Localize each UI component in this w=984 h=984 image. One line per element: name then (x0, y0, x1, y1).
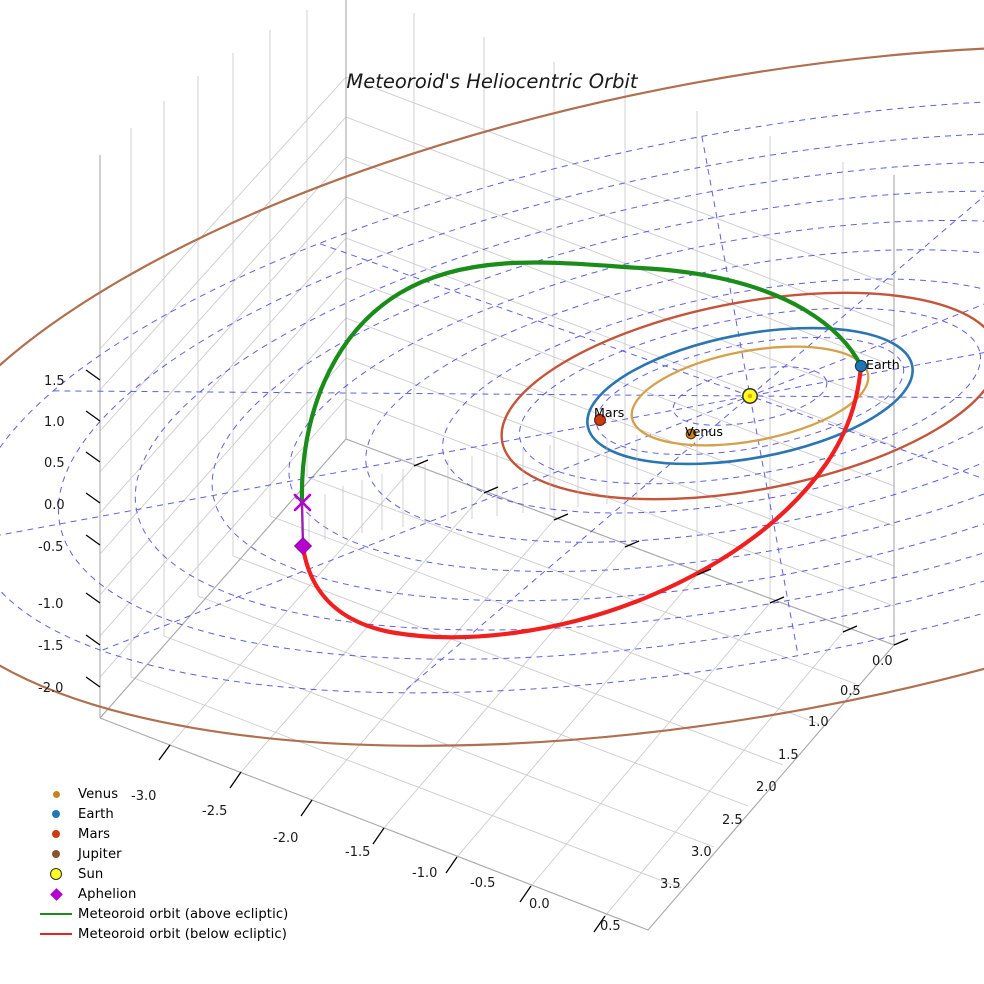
orbit-venus (630, 345, 870, 447)
venus-marker (685, 428, 697, 440)
earth-marker (854, 359, 868, 373)
orbit-mars (500, 291, 984, 501)
legend-label-earth: Earth (78, 806, 114, 822)
z-axis-ticks (85, 369, 101, 688)
legend-item-orbit-below: Meteoroid orbit (below ecliptic) (34, 924, 334, 944)
z-tick-label: 0.0 (44, 498, 65, 513)
x-axis-ticks (158, 744, 606, 933)
aphelion-diamond-icon (34, 887, 78, 901)
axis-ticks (85, 369, 909, 933)
y-tick-label: 1.5 (778, 748, 799, 763)
x-tick-label: -1.0 (412, 866, 438, 881)
aphelion-projection-x-icon (293, 493, 312, 512)
y-tick-label: 0.0 (872, 654, 893, 669)
y-tick-label: 2.0 (756, 780, 777, 795)
sun-dot-icon (34, 868, 78, 880)
x-tick-label: 0.0 (529, 897, 550, 912)
meteoroid-orbit-below-ecliptic (300, 363, 864, 640)
sun-marker (742, 388, 758, 404)
legend-item-venus: Venus (34, 784, 334, 804)
orbit-earth (586, 326, 914, 466)
legend-item-earth: Earth (34, 804, 334, 824)
right-pane-horizontals (345, 76, 895, 646)
x-tick-label: -3.0 (131, 789, 157, 804)
mars-label: Mars (594, 405, 625, 420)
earth-dot-icon (34, 810, 78, 818)
z-tick-label: -1.5 (38, 639, 64, 654)
mars-dot-icon (34, 830, 78, 838)
left-pane-horizontals (99, 76, 347, 719)
ecliptic-polar-grid (0, 98, 984, 694)
legend-label-sun: Sun (78, 866, 104, 882)
legend-label-aphelion: Aphelion (78, 886, 137, 902)
venus-label: Venus (685, 424, 723, 439)
jupiter-dot-icon (34, 850, 78, 858)
mars-marker (594, 414, 606, 426)
legend-label-orbit-below: Meteoroid orbit (below ecliptic) (78, 926, 287, 942)
legend-label-jupiter: Jupiter (78, 846, 122, 862)
y-tick-label: 1.0 (808, 715, 829, 730)
legend-label-mars: Mars (78, 826, 111, 842)
meteoroid-orbit-above-ecliptic (299, 260, 864, 505)
y-tick-label: 3.5 (660, 877, 681, 892)
z-tick-label: -0.5 (38, 540, 64, 555)
axes-3d-grid (99, 0, 895, 931)
legend-item-mars: Mars (34, 824, 334, 844)
y-tick-label: 2.5 (722, 813, 743, 828)
venus-dot-icon (34, 790, 78, 798)
y-axis-ticks (413, 459, 909, 646)
legend-label-orbit-above: Meteoroid orbit (above ecliptic) (78, 906, 289, 922)
earth-label: Earth (866, 357, 900, 372)
z-tick-label: 1.0 (44, 415, 65, 430)
z-tick-label: 1.5 (44, 374, 65, 389)
y-tick-label: 0.5 (840, 684, 861, 699)
x-tick-label: -2.0 (273, 831, 299, 846)
z-tick-label: -1.0 (38, 597, 64, 612)
x-tick-label: -2.5 (202, 804, 228, 819)
x-tick-label: -1.5 (345, 845, 371, 860)
legend-item-aphelion: Aphelion (34, 884, 334, 904)
x-tick-label: -0.5 (470, 876, 496, 891)
legend-label-venus: Venus (78, 786, 119, 802)
floor-grid-x (99, 438, 895, 931)
legend-item-sun: Sun (34, 864, 334, 884)
aphelion-marker (293, 536, 313, 556)
chart-title: Meteoroid's Heliocentric Orbit (346, 70, 638, 93)
x-tick-label: 0.5 (600, 919, 621, 934)
y-tick-label: 3.0 (691, 845, 712, 860)
z-tick-label: 0.5 (44, 456, 65, 471)
red-line-icon (34, 933, 78, 935)
legend-item-orbit-above: Meteoroid orbit (above ecliptic) (34, 904, 334, 924)
legend: Venus Earth Mars Jupiter Sun (34, 784, 334, 944)
orbit-jupiter (0, 45, 984, 747)
z-tick-label: -2.0 (38, 681, 64, 696)
legend-item-jupiter: Jupiter (34, 844, 334, 864)
orbit-drop-lines (308, 435, 638, 545)
green-line-icon (34, 913, 78, 915)
